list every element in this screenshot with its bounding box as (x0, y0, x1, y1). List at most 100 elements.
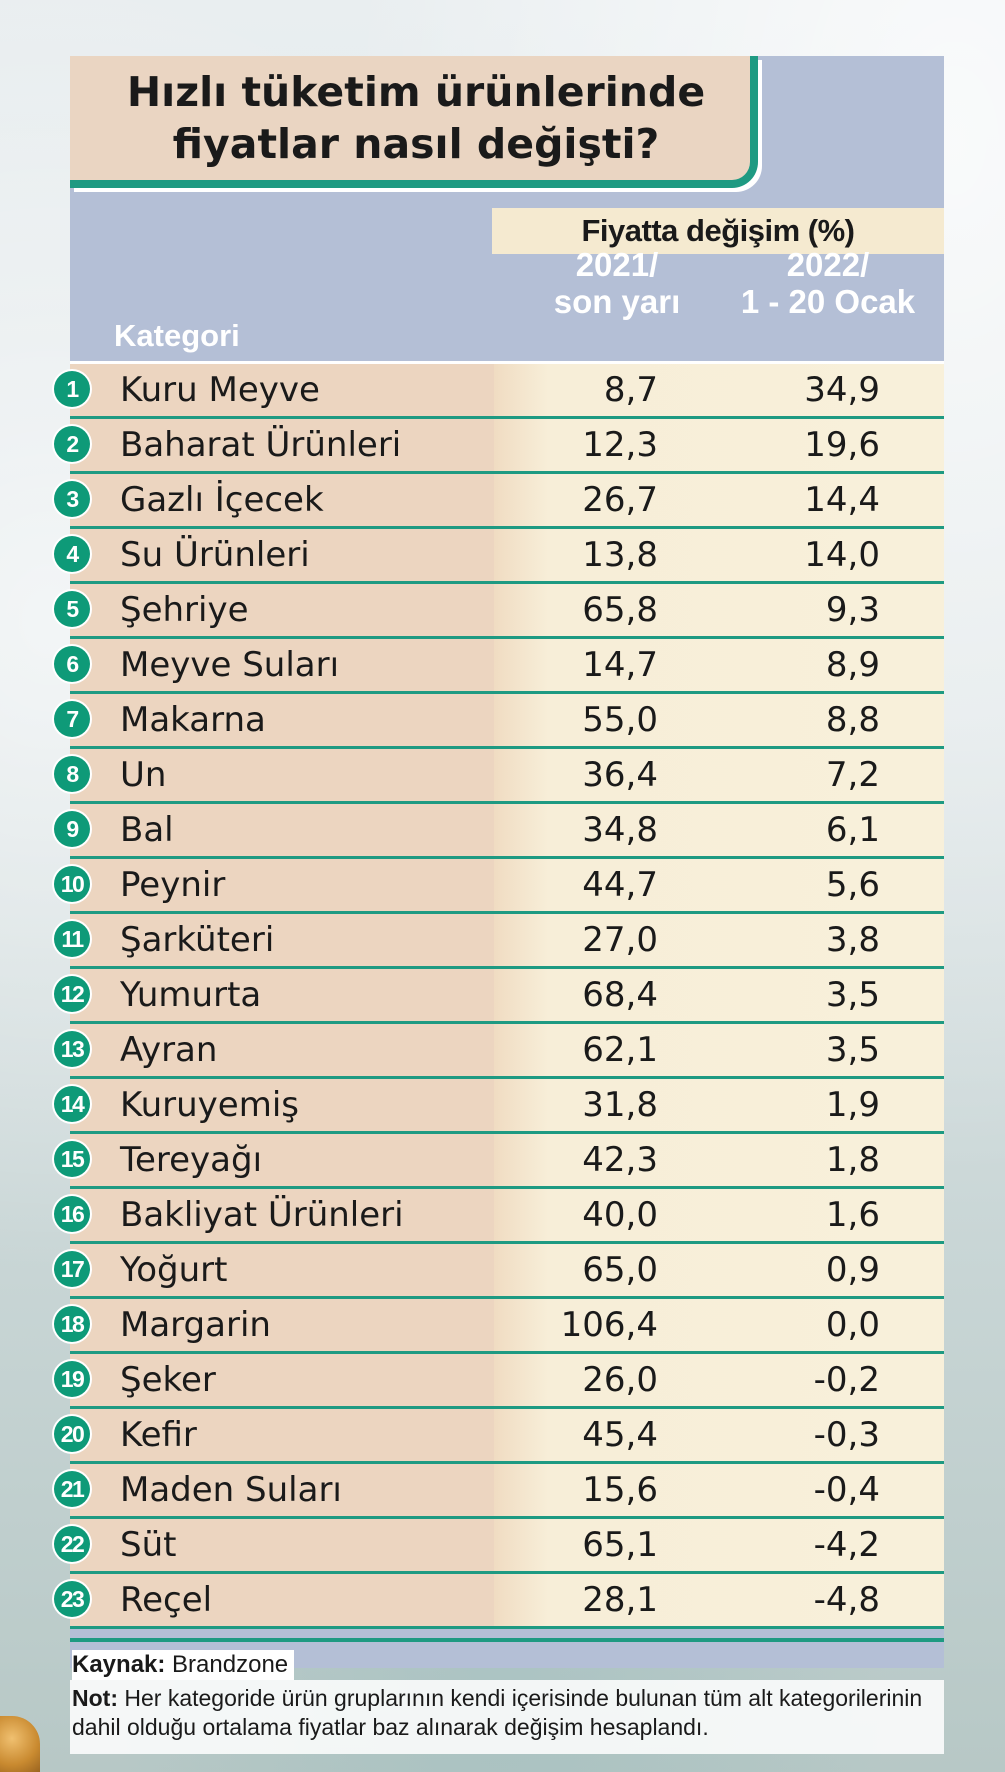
value-2021: 12,3 (582, 425, 658, 465)
table-row: 17 Yoğurt 65,0 0,9 (54, 1244, 944, 1299)
category-cell (70, 1409, 494, 1461)
category-cell (70, 584, 494, 636)
value-2021: 34,8 (582, 810, 658, 850)
category-cell (70, 364, 494, 416)
value-2022: 3,5 (825, 975, 880, 1015)
value-cell (494, 1409, 944, 1461)
category-label: Makarna (120, 700, 266, 740)
category-label: Yumurta (120, 975, 262, 1015)
decorative-object (0, 1716, 40, 1772)
table-row: 5 Şehriye 65,8 9,3 (54, 584, 944, 639)
category-label: Şehriye (120, 590, 249, 630)
table-row: 2 Baharat Ürünleri 12,3 19,6 (54, 419, 944, 474)
value-cell (494, 914, 944, 966)
value-2022: 14,4 (804, 480, 880, 520)
value-2022: 0,9 (825, 1250, 880, 1290)
rank-badge: 20 (54, 1416, 90, 1452)
rank-badge: 3 (54, 481, 90, 517)
value-2021: 13,8 (582, 535, 658, 575)
rank-badge: 9 (54, 811, 90, 847)
column-header-2021-line-2: son yarı (553, 283, 681, 320)
rank-badge: 6 (54, 646, 90, 682)
category-label: Meyve Suları (120, 645, 340, 685)
category-cell (70, 1079, 494, 1131)
value-cell (494, 969, 944, 1021)
category-cell (70, 694, 494, 746)
category-label: Su Ürünleri (120, 535, 310, 575)
table-row: 18 Margarin 106,4 0,0 (54, 1299, 944, 1354)
value-2021: 14,7 (582, 645, 658, 685)
table-body: 1 Kuru Meyve 8,7 34,9 2 Baharat Ürünleri 12,3 1… (54, 364, 944, 1629)
table-row: 22 Süt 65,1 -4,2 (54, 1519, 944, 1574)
rank-badge: 1 (54, 371, 90, 407)
table-row: 16 Bakliyat Ürünleri 40,0 1,6 (54, 1189, 944, 1244)
column-header-2021-line-1: 2021/ (575, 246, 659, 283)
value-2022: -0,3 (813, 1415, 880, 1455)
value-2022: 3,5 (825, 1030, 880, 1070)
table-row: 21 Maden Suları 15,6 -0,4 (54, 1464, 944, 1519)
rank-badge: 2 (54, 426, 90, 462)
value-2022: 1,9 (825, 1085, 880, 1125)
value-2021: 65,8 (582, 590, 658, 630)
value-2021: 65,1 (582, 1525, 658, 1565)
value-2022: 1,8 (825, 1140, 880, 1180)
value-2022: -4,8 (813, 1580, 880, 1620)
category-cell (70, 749, 494, 801)
value-cell (494, 639, 944, 691)
category-label: Kefir (120, 1415, 197, 1455)
value-2022: 14,0 (804, 535, 880, 575)
category-cell (70, 1519, 494, 1571)
category-cell (70, 1354, 494, 1406)
column-header-category: Kategori (114, 318, 240, 353)
value-2021: 28,1 (582, 1580, 658, 1620)
value-2021: 68,4 (582, 975, 658, 1015)
value-cell (494, 1244, 944, 1296)
category-label: Bakliyat Ürünleri (120, 1195, 404, 1235)
value-2021: 106,4 (560, 1305, 658, 1345)
value-2022: 7,2 (825, 755, 880, 795)
value-cell (494, 529, 944, 581)
value-cell (494, 1354, 944, 1406)
value-2022: 6,1 (825, 810, 880, 850)
value-cell (494, 474, 944, 526)
rank-badge: 5 (54, 591, 90, 627)
category-label: Kuru Meyve (120, 370, 320, 410)
table-row: 9 Bal 34,8 6,1 (54, 804, 944, 859)
value-cell (494, 1299, 944, 1351)
rank-badge: 21 (54, 1471, 90, 1507)
rank-badge: 22 (54, 1526, 90, 1562)
category-label: Gazlı İçecek (120, 480, 324, 520)
table-row: 14 Kuruyemiş 31,8 1,9 (54, 1079, 944, 1134)
rank-badge: 17 (54, 1251, 90, 1287)
value-cell (494, 419, 944, 471)
table-row: 7 Makarna 55,0 8,8 (54, 694, 944, 749)
note-box (70, 1680, 944, 1754)
table-row: 19 Şeker 26,0 -0,2 (54, 1354, 944, 1409)
note-text: Not: Her kategoride ürün gruplarının ken… (72, 1684, 940, 1742)
value-2021: 15,6 (582, 1470, 658, 1510)
value-2022: 1,6 (825, 1195, 880, 1235)
category-cell (70, 914, 494, 966)
value-cell (494, 694, 944, 746)
value-2021: 26,0 (582, 1360, 658, 1400)
table-row: 10 Peynir 44,7 5,6 (54, 859, 944, 914)
table-row: 4 Su Ürünleri 13,8 14,0 (54, 529, 944, 584)
category-label: Un (120, 755, 167, 795)
value-2022: 0,0 (825, 1305, 880, 1345)
category-cell (70, 1244, 494, 1296)
rank-badge: 15 (54, 1141, 90, 1177)
value-2022: 34,9 (804, 370, 880, 410)
category-label: Margarin (120, 1305, 271, 1345)
table-row: 13 Ayran 62,1 3,5 (54, 1024, 944, 1079)
value-2022: 5,6 (825, 865, 880, 905)
table-row: 12 Yumurta 68,4 3,5 (54, 969, 944, 1024)
category-cell (70, 804, 494, 856)
rank-badge: 4 (54, 536, 90, 572)
value-cell (494, 1189, 944, 1241)
table-bottom-line (70, 1638, 944, 1642)
value-cell (494, 804, 944, 856)
table-row: 3 Gazlı İçecek 26,7 14,4 (54, 474, 944, 529)
value-cell (494, 1464, 944, 1516)
category-label: Süt (120, 1525, 177, 1565)
category-cell (70, 1574, 494, 1626)
